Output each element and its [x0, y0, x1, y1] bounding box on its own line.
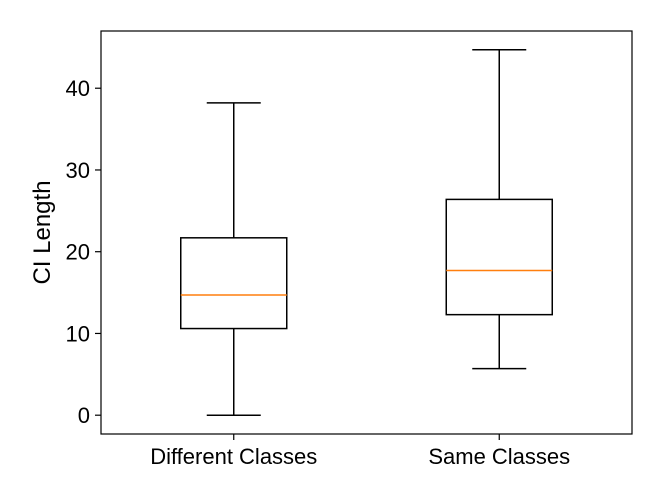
y-axis-ticks: 0 10 20 30 40 [66, 76, 101, 428]
boxes-layer [180, 49, 553, 416]
y-tick-label: 30 [66, 158, 90, 183]
x-axis-ticks: Different Classes Same Classes [150, 434, 570, 469]
y-tick-label: 10 [66, 321, 90, 346]
box-2 [445, 49, 553, 370]
y-tick-label: 0 [78, 403, 90, 428]
x-tick-label: Same Classes [428, 444, 570, 469]
x-tick-label: Different Classes [150, 444, 317, 469]
box-1 [180, 102, 288, 416]
y-tick-label: 40 [66, 76, 90, 101]
y-axis-label: CI Length [29, 180, 56, 284]
iqr-box [180, 237, 288, 330]
iqr-box [445, 198, 553, 316]
plot-frame [100, 30, 633, 435]
y-tick-label: 20 [66, 240, 90, 265]
